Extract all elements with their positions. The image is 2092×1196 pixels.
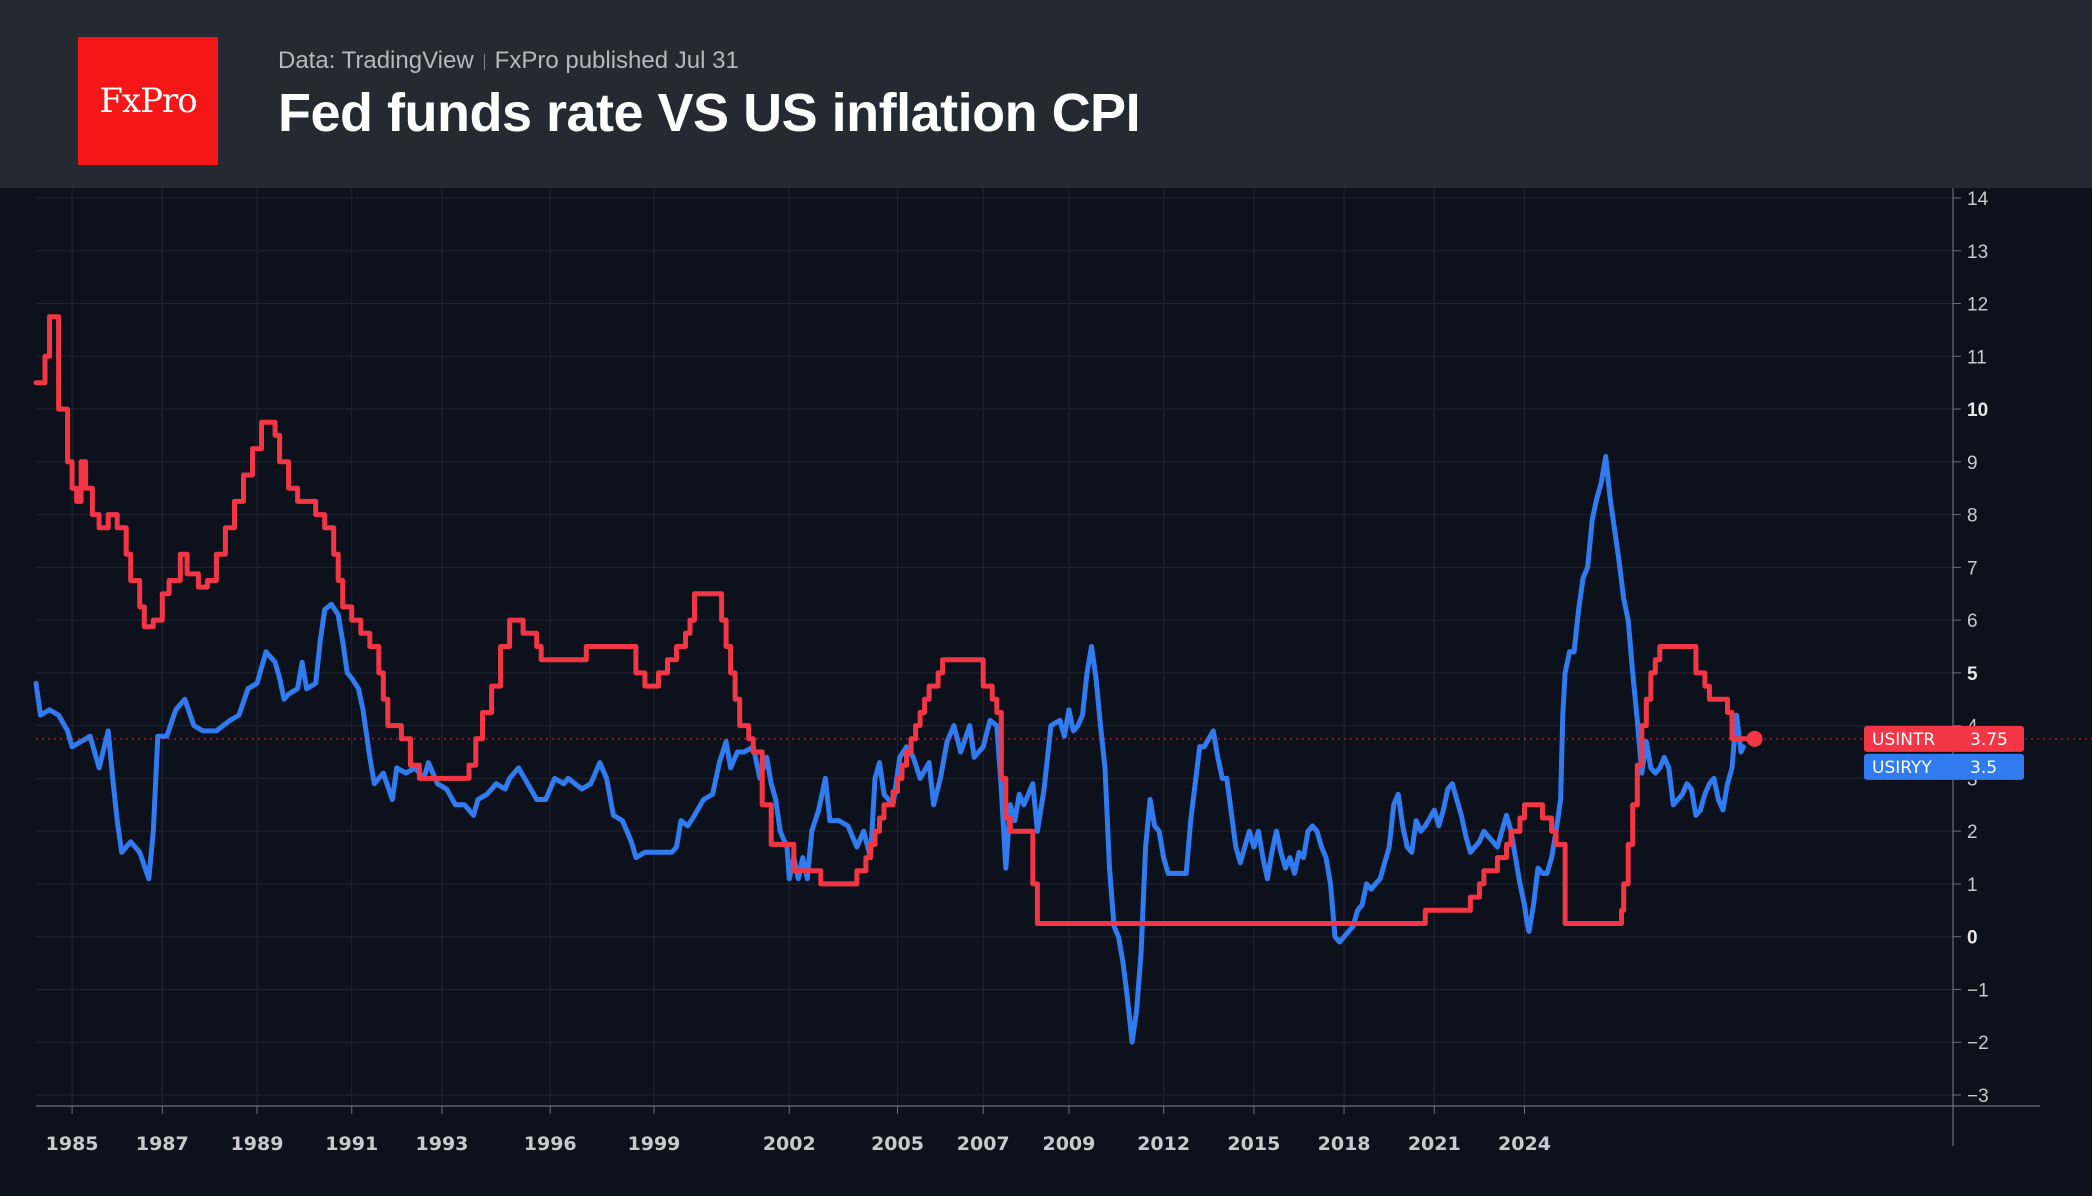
rate-last-point [1746, 730, 1763, 747]
x-tick-label: 1989 [231, 1133, 284, 1155]
x-tick-label: 2007 [957, 1133, 1010, 1155]
price-tag-name: USIRYY [1872, 758, 1932, 778]
axes [36, 188, 2040, 1146]
y-tick-label: 1 [1967, 875, 1978, 896]
y-tick-label: 10 [1967, 400, 1988, 421]
x-tick-label: 2009 [1042, 1133, 1095, 1155]
x-axis-ticks: 1985 1987 1989 1991 1993 1996 1999 2002 2005 2007… [46, 1133, 1551, 1155]
price-tag-value: 3.75 [1970, 730, 2008, 750]
x-tick-label: 1985 [46, 1133, 99, 1155]
y-tick-label: 13 [1967, 242, 1988, 263]
header: FxPro Data: TradingView FxPro published J… [0, 0, 2092, 188]
y-tick-label: 0 [1967, 928, 1978, 949]
price-tag-box [1864, 725, 2024, 752]
y-tick-label: 14 [1967, 189, 1989, 210]
x-tick-label: 1999 [628, 1133, 681, 1155]
y-tick-label: 7 [1967, 558, 1978, 579]
fxpro-logo: FxPro [78, 37, 218, 165]
y-tick-label: 8 [1967, 506, 1978, 527]
x-tick-label: 2002 [763, 1133, 816, 1155]
y-tick-label: −1 [1967, 980, 1989, 1001]
logo-text: FxPro [99, 81, 197, 121]
x-tick-label: 1993 [416, 1133, 469, 1155]
x-tick-label: 2005 [871, 1133, 924, 1155]
price-tag-usiryy: USIRYY 3.5 [1864, 753, 2024, 780]
x-tick-label: 1991 [325, 1133, 378, 1155]
y-tick-label: −2 [1967, 1033, 1989, 1054]
x-tick-label: 2021 [1408, 1133, 1461, 1155]
price-tag-box [1864, 753, 2024, 780]
data-source: Data: TradingView [278, 47, 474, 74]
source-line: Data: TradingView FxPro published Jul 31 [278, 47, 739, 75]
x-tick-label: 2024 [1498, 1133, 1551, 1155]
grid [36, 188, 1953, 1106]
y-tick-label: 6 [1967, 611, 1978, 632]
chart-title: Fed funds rate VS US inflation CPI [278, 83, 1141, 143]
y-tick-label: 9 [1967, 453, 1978, 474]
series-lines [33, 314, 2092, 1045]
x-tick-label: 1987 [136, 1133, 189, 1155]
y-tick-label: 2 [1967, 822, 1978, 843]
x-tick-label: 1996 [524, 1133, 577, 1155]
y-tick-label: 3 [1967, 769, 1978, 790]
published-date: FxPro published Jul 31 [494, 47, 739, 74]
y-tick-label: 11 [1967, 347, 1987, 368]
separator [483, 53, 485, 70]
x-tick-label: 2018 [1318, 1133, 1371, 1155]
x-tick-label: 2015 [1227, 1133, 1280, 1155]
price-tag-value: 3.5 [1970, 758, 1997, 778]
price-tag-usintr: USINTR 3.75 [1864, 725, 2024, 752]
x-tick-label: 2012 [1137, 1133, 1190, 1155]
price-tags: USINTR 3.75 USIRYY 3.5 [1864, 725, 2024, 780]
y-axis-ticks: 14131211109876543210−1−2−3 [1967, 189, 1989, 1107]
y-tick-label: 12 [1967, 295, 1988, 316]
y-tick-label: −3 [1967, 1086, 1989, 1107]
series-line-usintr [33, 314, 1757, 926]
price-tag-name: USINTR [1872, 730, 1935, 750]
y-tick-label: 5 [1967, 664, 1978, 685]
line-chart[interactable]: 14131211109876543210−1−2−3 1985198719891… [0, 188, 2092, 1196]
series-line-usiryy [33, 454, 1746, 1045]
